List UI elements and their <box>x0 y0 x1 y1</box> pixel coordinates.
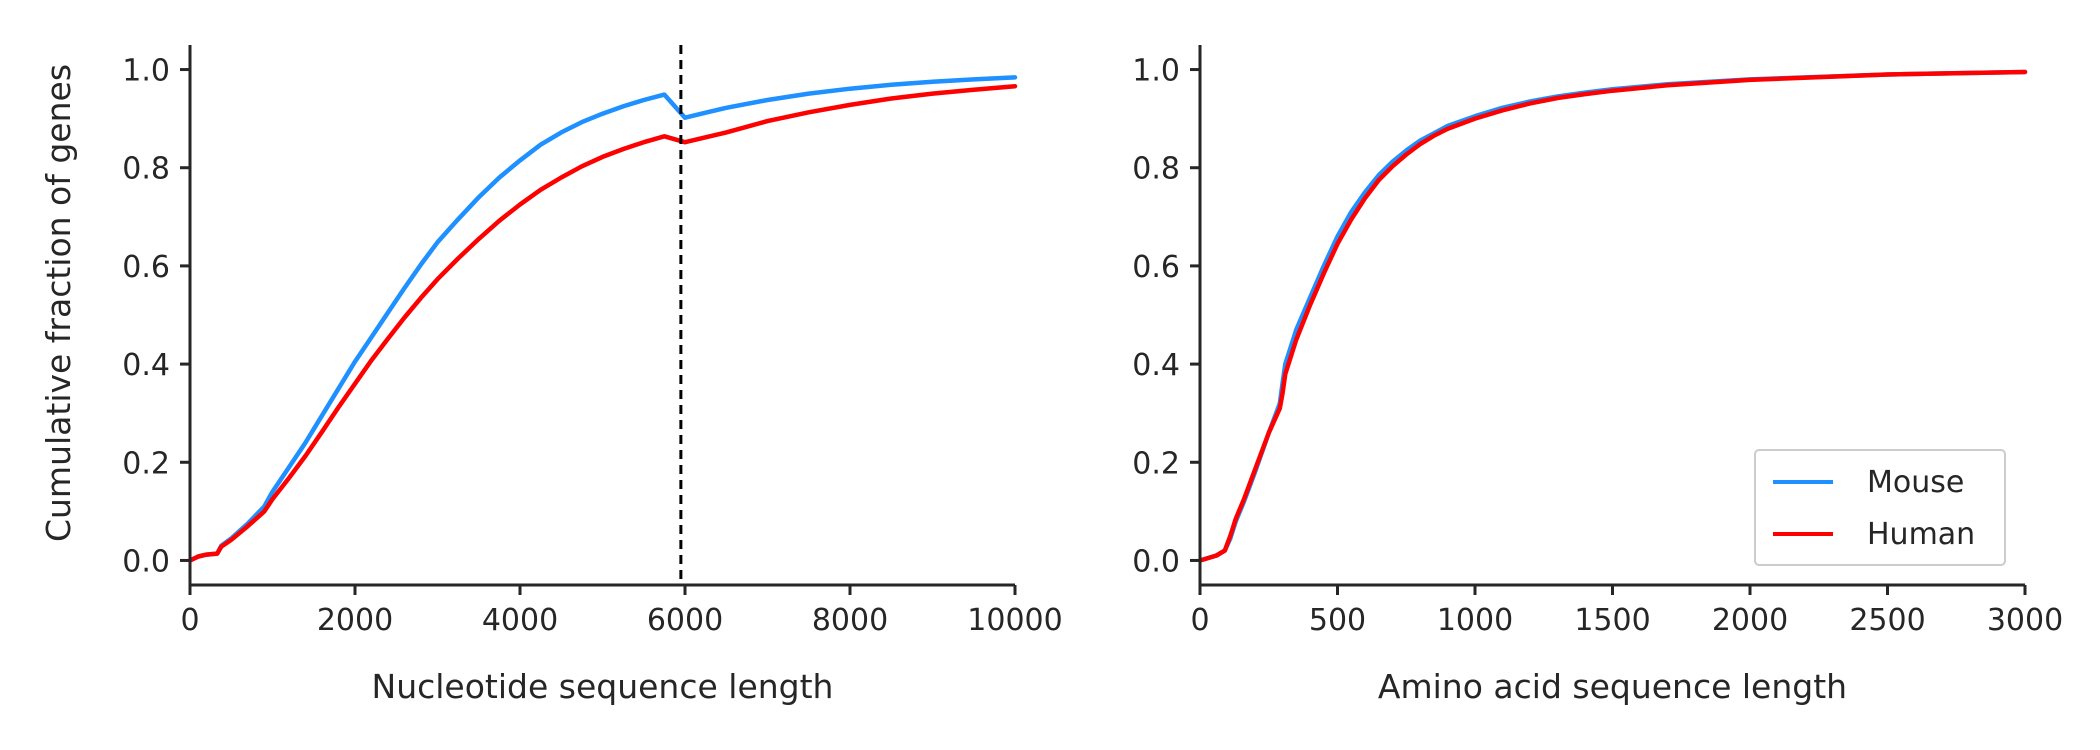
legend: Mouse Human <box>1754 449 2006 566</box>
right-x-tick-label: 3000 <box>1987 603 2063 638</box>
right-y-tick-label: 0.4 <box>1132 348 1180 383</box>
right-tick-layer: 0 500 1000 1500 2000 2500 3000 0.0 0.2 0.4 0.6 0.8 1… <box>1132 54 2063 638</box>
legend-label-mouse: Mouse <box>1867 465 1964 500</box>
left-y-tick-label: 0.0 <box>122 544 170 579</box>
legend-box <box>1754 449 2006 566</box>
left-x-tick-label: 2000 <box>317 603 393 638</box>
chart-right: 0 500 1000 1500 2000 2500 3000 0.0 0.2 0.4 0.6 0.8 1… <box>1132 45 2063 706</box>
right-x-tick-label: 500 <box>1309 603 1366 638</box>
left-y-tick-label: 0.6 <box>122 250 170 285</box>
left-y-tick-label: 1.0 <box>122 54 170 89</box>
left-x-tick-label: 4000 <box>482 603 558 638</box>
right-y-tick-label: 1.0 <box>1132 54 1180 89</box>
legend-label-human: Human <box>1867 517 1975 552</box>
left-y-tick-label: 0.4 <box>122 348 170 383</box>
left-x-tick-label: 0 <box>180 603 199 638</box>
right-line-layer <box>1197 69 2028 563</box>
left-series-human <box>187 83 1018 563</box>
right-y-tick-label: 0.0 <box>1132 544 1180 579</box>
left-line-layer <box>187 75 1018 563</box>
right-y-tick-label: 0.2 <box>1132 446 1180 481</box>
right-series-human <box>1197 69 2028 563</box>
left-series-mouse <box>187 75 1018 563</box>
right-x-tick-label: 2000 <box>1712 603 1788 638</box>
right-x-axis-label: Amino acid sequence length <box>1378 667 1847 706</box>
left-x-tick-label: 10000 <box>967 603 1062 638</box>
left-x-tick-label: 6000 <box>647 603 723 638</box>
right-y-tick-label: 0.8 <box>1132 152 1180 187</box>
left-x-axis-label: Nucleotide sequence length <box>372 667 834 706</box>
left-tick-layer: 0 2000 4000 6000 8000 10000 0.0 0.2 0.4 0.6 0.8 1.0 <box>122 54 1062 638</box>
left-y-tick-label: 0.2 <box>122 446 170 481</box>
left-x-tick-label: 8000 <box>812 603 888 638</box>
left-y-axis-label: Cumulative fraction of genes <box>39 64 78 542</box>
right-y-tick-label: 0.6 <box>1132 250 1180 285</box>
chart-left: 0 2000 4000 6000 8000 10000 0.0 0.2 0.4 0.6 0.8 1.0… <box>39 45 1063 706</box>
right-x-tick-label: 1000 <box>1437 603 1513 638</box>
right-x-tick-label: 2500 <box>1849 603 1925 638</box>
left-y-tick-label: 0.8 <box>122 152 170 187</box>
right-x-tick-label: 0 <box>1190 603 1209 638</box>
right-x-tick-label: 1500 <box>1574 603 1650 638</box>
